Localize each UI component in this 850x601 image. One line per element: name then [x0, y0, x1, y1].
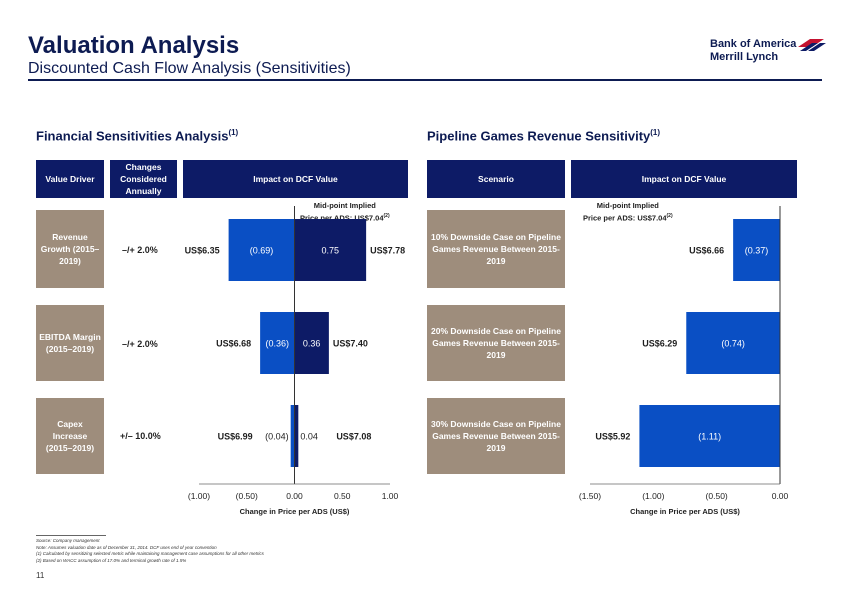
- scenario-20pct: 20% Downside Case on Pipeline Games Reve…: [427, 305, 565, 381]
- footnote-source: Source: Company management: [36, 538, 100, 543]
- x-tick-label: 1.00: [382, 491, 399, 501]
- price-label: US$6.66: [689, 246, 724, 256]
- data-label-downside: (1.11): [698, 432, 721, 442]
- right-midpoint-sup: (2): [666, 213, 673, 219]
- flag-logo-icon: [798, 39, 826, 51]
- left-midpoint-line1: Mid-point Implied: [313, 201, 376, 210]
- driver-capex-increase: Capex Increase (2015–2019): [36, 398, 104, 474]
- scenario-10pct: 10% Downside Case on Pipeline Games Reve…: [427, 210, 565, 288]
- page-number: 11: [36, 571, 45, 580]
- footnote-note: Note: Assumes valuation date as of Decem…: [36, 544, 217, 550]
- data-label-positive: 0.04: [300, 432, 318, 442]
- high-price-label: US$7.40: [333, 339, 368, 349]
- logo-line-2: Merrill Lynch: [710, 51, 779, 63]
- page-subtitle: Discounted Cash Flow Analysis (Sensitivi…: [28, 60, 351, 77]
- right-midpoint-label: Mid-point Implied Price per ADS: US$7.04…: [583, 201, 673, 224]
- bar-positive: [294, 312, 329, 374]
- right-section-title-text: Pipeline Games Revenue Sensitivity: [427, 128, 651, 144]
- right-midpoint-line1: Mid-point Implied: [596, 201, 659, 210]
- change-ebitda-margin: –/+ 2.0%: [122, 339, 158, 349]
- footnote-2: (2) Based on WACC assumption of 17.0% an…: [36, 557, 187, 563]
- bar-downside: [733, 219, 780, 281]
- data-label-downside: (0.37): [745, 246, 769, 256]
- data-label-positive: 0.36: [303, 339, 321, 349]
- driver-ebitda-margin: EBITDA Margin (2015–2019): [36, 305, 104, 381]
- x-axis-title: Change in Price per ADS (US$): [630, 507, 740, 516]
- bank-logo: Bank of America Merrill Lynch: [710, 38, 826, 70]
- footnote-1: (1) Calculated by sensitizing selected m…: [36, 551, 264, 556]
- header-impact-right: Impact on DCF Value: [571, 160, 797, 198]
- price-label: US$5.92: [595, 432, 630, 442]
- bar-positive: [294, 219, 367, 281]
- bar-downside: [639, 405, 780, 467]
- header-impact-left: Impact on DCF Value: [183, 160, 408, 198]
- left-midpoint-label: Mid-point Implied Price per ADS: US$7.04…: [300, 201, 390, 224]
- data-label-negative: (0.69): [250, 246, 274, 256]
- left-section-title: Financial Sensitivities Analysis(1): [36, 128, 238, 143]
- x-tick-label: 0.50: [334, 491, 351, 501]
- data-label-downside: (0.74): [721, 339, 745, 349]
- header-changes: Changes Considered Annually: [110, 160, 177, 198]
- change-revenue-growth: –/+ 2.0%: [122, 245, 158, 255]
- high-price-label: US$7.08: [336, 432, 371, 442]
- left-midpoint-line2: Price per ADS: US$7.04: [300, 213, 384, 223]
- data-label-negative: (0.04): [265, 432, 289, 442]
- bar-positive: [294, 405, 299, 467]
- x-tick-label: (0.50): [236, 491, 258, 501]
- high-price-label: US$7.78: [370, 246, 405, 256]
- left-section-title-sup: (1): [228, 128, 239, 137]
- bar-negative: [290, 405, 295, 467]
- title-divider: [28, 79, 822, 81]
- low-price-label: US$6.35: [185, 246, 220, 256]
- bar-downside: [686, 312, 780, 374]
- scenario-30pct: 30% Downside Case on Pipeline Games Reve…: [427, 398, 565, 474]
- right-section-title-sup: (1): [650, 128, 661, 137]
- page-title: Valuation Analysis: [28, 32, 240, 59]
- header-value-driver: Value Driver: [36, 160, 104, 198]
- x-axis-title: Change in Price per ADS (US$): [240, 507, 350, 516]
- x-tick-label: (0.50): [706, 491, 728, 501]
- right-section-title: Pipeline Games Revenue Sensitivity(1): [427, 128, 660, 143]
- driver-revenue-growth: Revenue Growth (2015–2019): [36, 210, 104, 288]
- x-tick-label: (1.50): [579, 491, 601, 501]
- change-capex-increase: +/– 10.0%: [120, 431, 161, 441]
- x-tick-label: (1.00): [642, 491, 664, 501]
- data-label-positive: 0.75: [322, 246, 340, 256]
- bar-negative: [260, 312, 295, 374]
- bar-negative: [228, 219, 295, 281]
- price-label: US$6.29: [642, 339, 677, 349]
- low-price-label: US$6.68: [216, 339, 251, 349]
- right-midpoint-line2: Price per ADS: US$7.04: [583, 213, 667, 223]
- data-label-negative: (0.36): [266, 339, 290, 349]
- footnote-divider: [36, 535, 106, 536]
- left-section-title-text: Financial Sensitivities Analysis: [36, 128, 229, 144]
- x-tick-label: (1.00): [188, 491, 210, 501]
- footnotes: Source: Company management Note: Assumes…: [36, 538, 264, 564]
- left-midpoint-sup: (2): [383, 213, 390, 219]
- header-scenario: Scenario: [427, 160, 565, 198]
- logo-line-1: Bank of America: [710, 38, 797, 50]
- x-tick-label: 0.00: [286, 491, 303, 501]
- x-tick-label: 0.00: [772, 491, 789, 501]
- low-price-label: US$6.99: [218, 432, 253, 442]
